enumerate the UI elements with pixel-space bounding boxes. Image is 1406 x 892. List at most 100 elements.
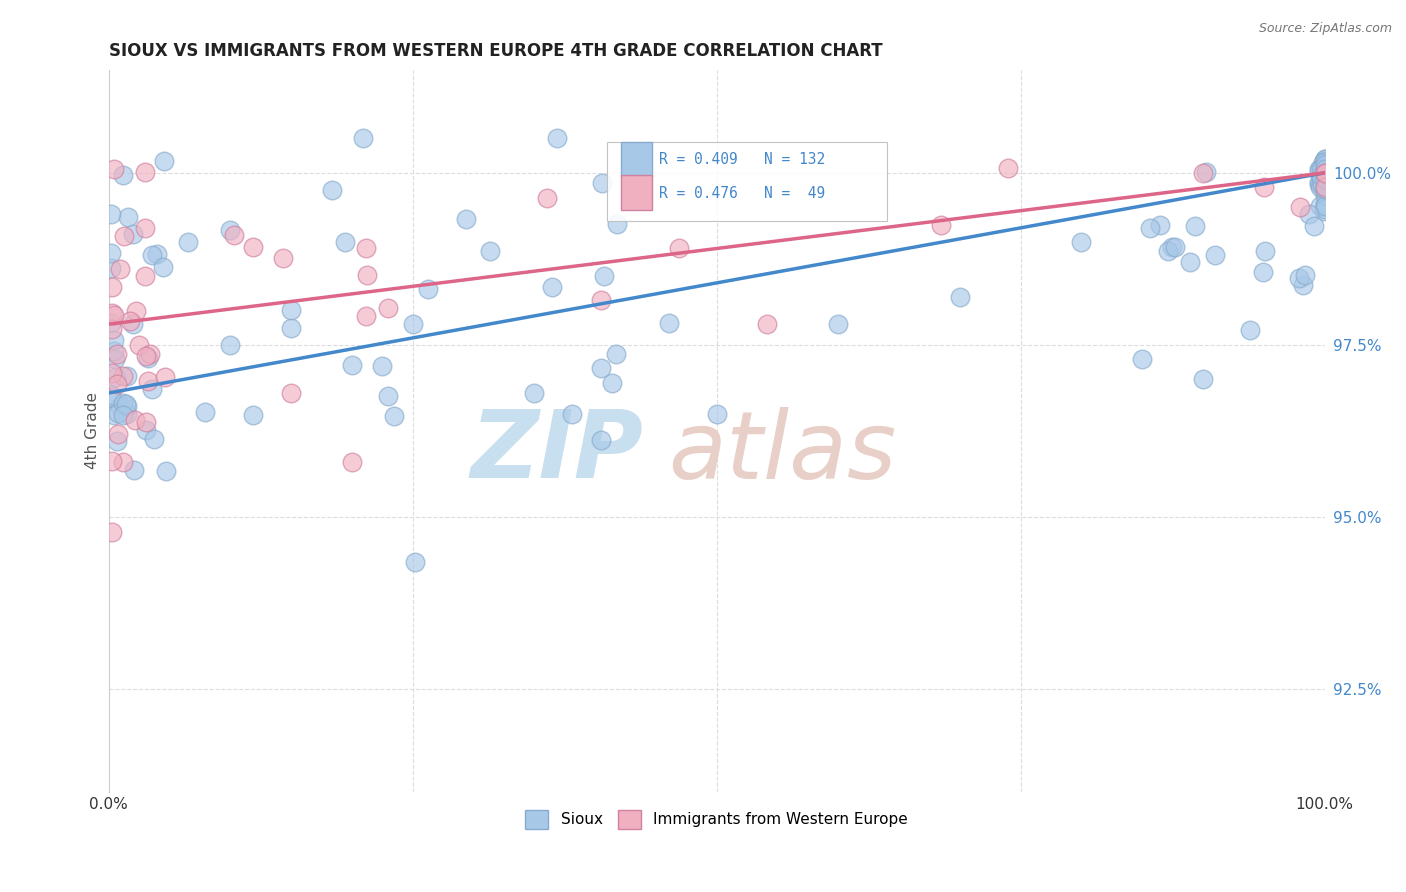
Point: [107, 346, 129, 360]
Point: [1313, 179, 1336, 194]
Point: [224, 228, 246, 243]
Point: [1309, 179, 1331, 194]
Point: [589, 360, 612, 375]
Point: [1313, 154, 1336, 169]
Point: [1313, 181, 1336, 195]
Point: [101, 322, 124, 336]
Point: [134, 221, 156, 235]
Point: [125, 304, 148, 318]
Point: [546, 131, 568, 145]
Point: [115, 397, 138, 411]
Point: [122, 462, 145, 476]
Point: [1313, 197, 1336, 211]
Point: [591, 176, 613, 190]
Point: [1313, 166, 1336, 180]
Point: [117, 210, 139, 224]
Point: [101, 454, 124, 468]
Point: [141, 248, 163, 262]
Point: [1130, 351, 1153, 366]
Point: [1164, 240, 1187, 254]
Point: [107, 427, 129, 442]
Point: [141, 382, 163, 396]
Point: [591, 293, 613, 307]
Point: [1308, 175, 1330, 189]
Point: [1251, 265, 1274, 279]
FancyBboxPatch shape: [607, 142, 887, 221]
Point: [1313, 182, 1336, 196]
Point: [827, 317, 849, 331]
Point: [280, 386, 302, 401]
Point: [108, 399, 131, 413]
Text: Source: ZipAtlas.com: Source: ZipAtlas.com: [1258, 22, 1392, 36]
Point: [1313, 166, 1336, 180]
Point: [1313, 184, 1336, 198]
Text: SIOUX VS IMMIGRANTS FROM WESTERN EUROPE 4TH GRADE CORRELATION CHART: SIOUX VS IMMIGRANTS FROM WESTERN EUROPE …: [108, 42, 882, 60]
Point: [658, 316, 681, 330]
Point: [600, 376, 623, 391]
Point: [1313, 177, 1336, 191]
Point: [931, 218, 953, 232]
Point: [134, 268, 156, 283]
Point: [1313, 166, 1336, 180]
Point: [1313, 166, 1336, 180]
Point: [105, 434, 128, 449]
Point: [112, 396, 135, 410]
Point: [352, 131, 374, 145]
Point: [1309, 167, 1331, 181]
Point: [1161, 240, 1184, 254]
Point: [115, 368, 138, 383]
Point: [321, 183, 343, 197]
Point: [1303, 219, 1326, 234]
Point: [1313, 167, 1336, 181]
Point: [997, 161, 1019, 175]
Point: [756, 317, 779, 331]
Point: [377, 389, 399, 403]
Point: [1308, 164, 1330, 178]
Point: [416, 282, 439, 296]
Point: [561, 407, 583, 421]
Point: [1313, 171, 1336, 186]
Point: [1298, 207, 1320, 221]
Point: [377, 301, 399, 316]
Point: [1309, 161, 1331, 176]
Point: [340, 359, 363, 373]
Point: [103, 344, 125, 359]
Point: [100, 317, 122, 331]
Point: [1313, 172, 1336, 186]
Point: [108, 261, 131, 276]
Point: [949, 290, 972, 304]
Point: [135, 349, 157, 363]
Point: [101, 367, 124, 381]
Point: [1313, 152, 1336, 166]
Text: R = 0.476   N =  49: R = 0.476 N = 49: [659, 186, 825, 201]
Point: [1313, 177, 1336, 191]
Point: [1313, 187, 1336, 202]
Point: [1239, 323, 1261, 337]
Point: [401, 317, 423, 331]
Point: [1313, 202, 1336, 216]
Point: [1312, 155, 1334, 169]
Point: [1184, 219, 1206, 233]
Point: [706, 407, 728, 421]
Point: [1313, 183, 1336, 197]
Point: [136, 351, 159, 365]
Point: [1139, 220, 1161, 235]
Point: [143, 432, 166, 446]
Point: [1310, 174, 1333, 188]
Point: [194, 405, 217, 419]
Point: [153, 369, 176, 384]
Point: [356, 241, 378, 255]
Point: [1308, 177, 1330, 191]
Point: [1192, 166, 1215, 180]
Point: [1313, 203, 1336, 218]
Point: [100, 387, 122, 401]
Point: [370, 359, 392, 374]
Point: [1313, 158, 1336, 172]
Point: [100, 260, 122, 275]
Point: [1254, 244, 1277, 258]
Point: [1204, 248, 1226, 262]
Point: [382, 409, 405, 423]
Point: [536, 191, 558, 205]
Point: [1313, 166, 1336, 180]
Point: [1313, 186, 1336, 201]
